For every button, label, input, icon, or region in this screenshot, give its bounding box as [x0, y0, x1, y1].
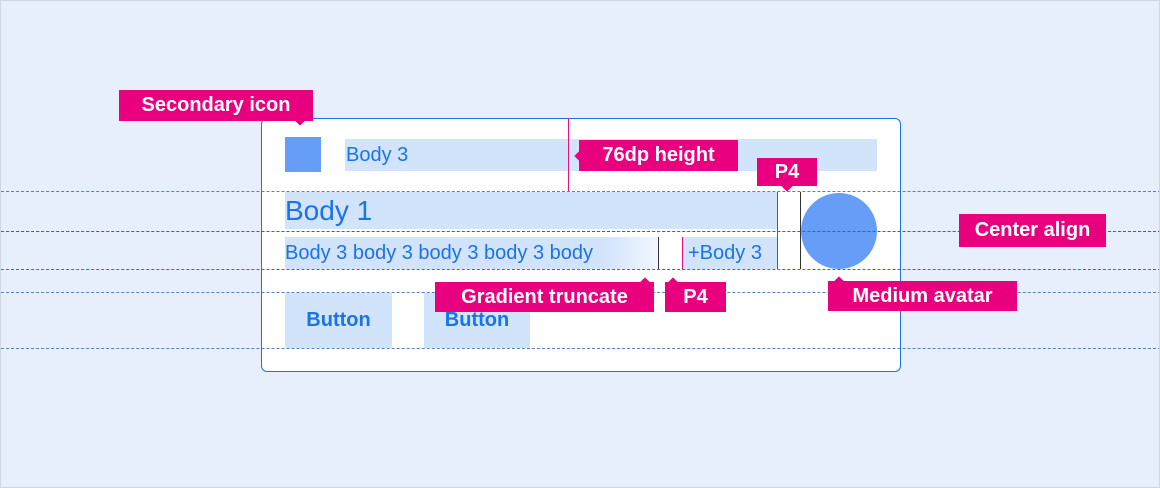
p4-top-label: P4 [757, 158, 817, 186]
height-marker [568, 118, 569, 191]
title-text: Body 1 [285, 192, 777, 229]
medium-avatar-label: Medium avatar [828, 281, 1017, 311]
padding-marker [777, 192, 778, 269]
secondary-icon-label: Secondary icon [119, 90, 313, 121]
p4-bottom-label: P4 [665, 282, 726, 312]
padding-marker [658, 237, 659, 269]
padding-marker [800, 192, 801, 269]
center-align-label: Center align [959, 214, 1106, 247]
center-guide-line [1, 231, 1159, 232]
meta-text: +Body 3 [682, 237, 777, 269]
guide-line [1, 191, 1159, 192]
guide-line [1, 348, 1159, 349]
gradient-truncate-label: Gradient truncate [435, 282, 654, 312]
padding-marker [682, 237, 683, 269]
secondary-icon [285, 137, 321, 172]
height-label: 76dp height [579, 140, 738, 171]
button-1[interactable]: Button [285, 293, 392, 348]
body-text-truncated: Body 3 body 3 body 3 body 3 body [285, 237, 658, 269]
guide-line [1, 269, 1159, 270]
